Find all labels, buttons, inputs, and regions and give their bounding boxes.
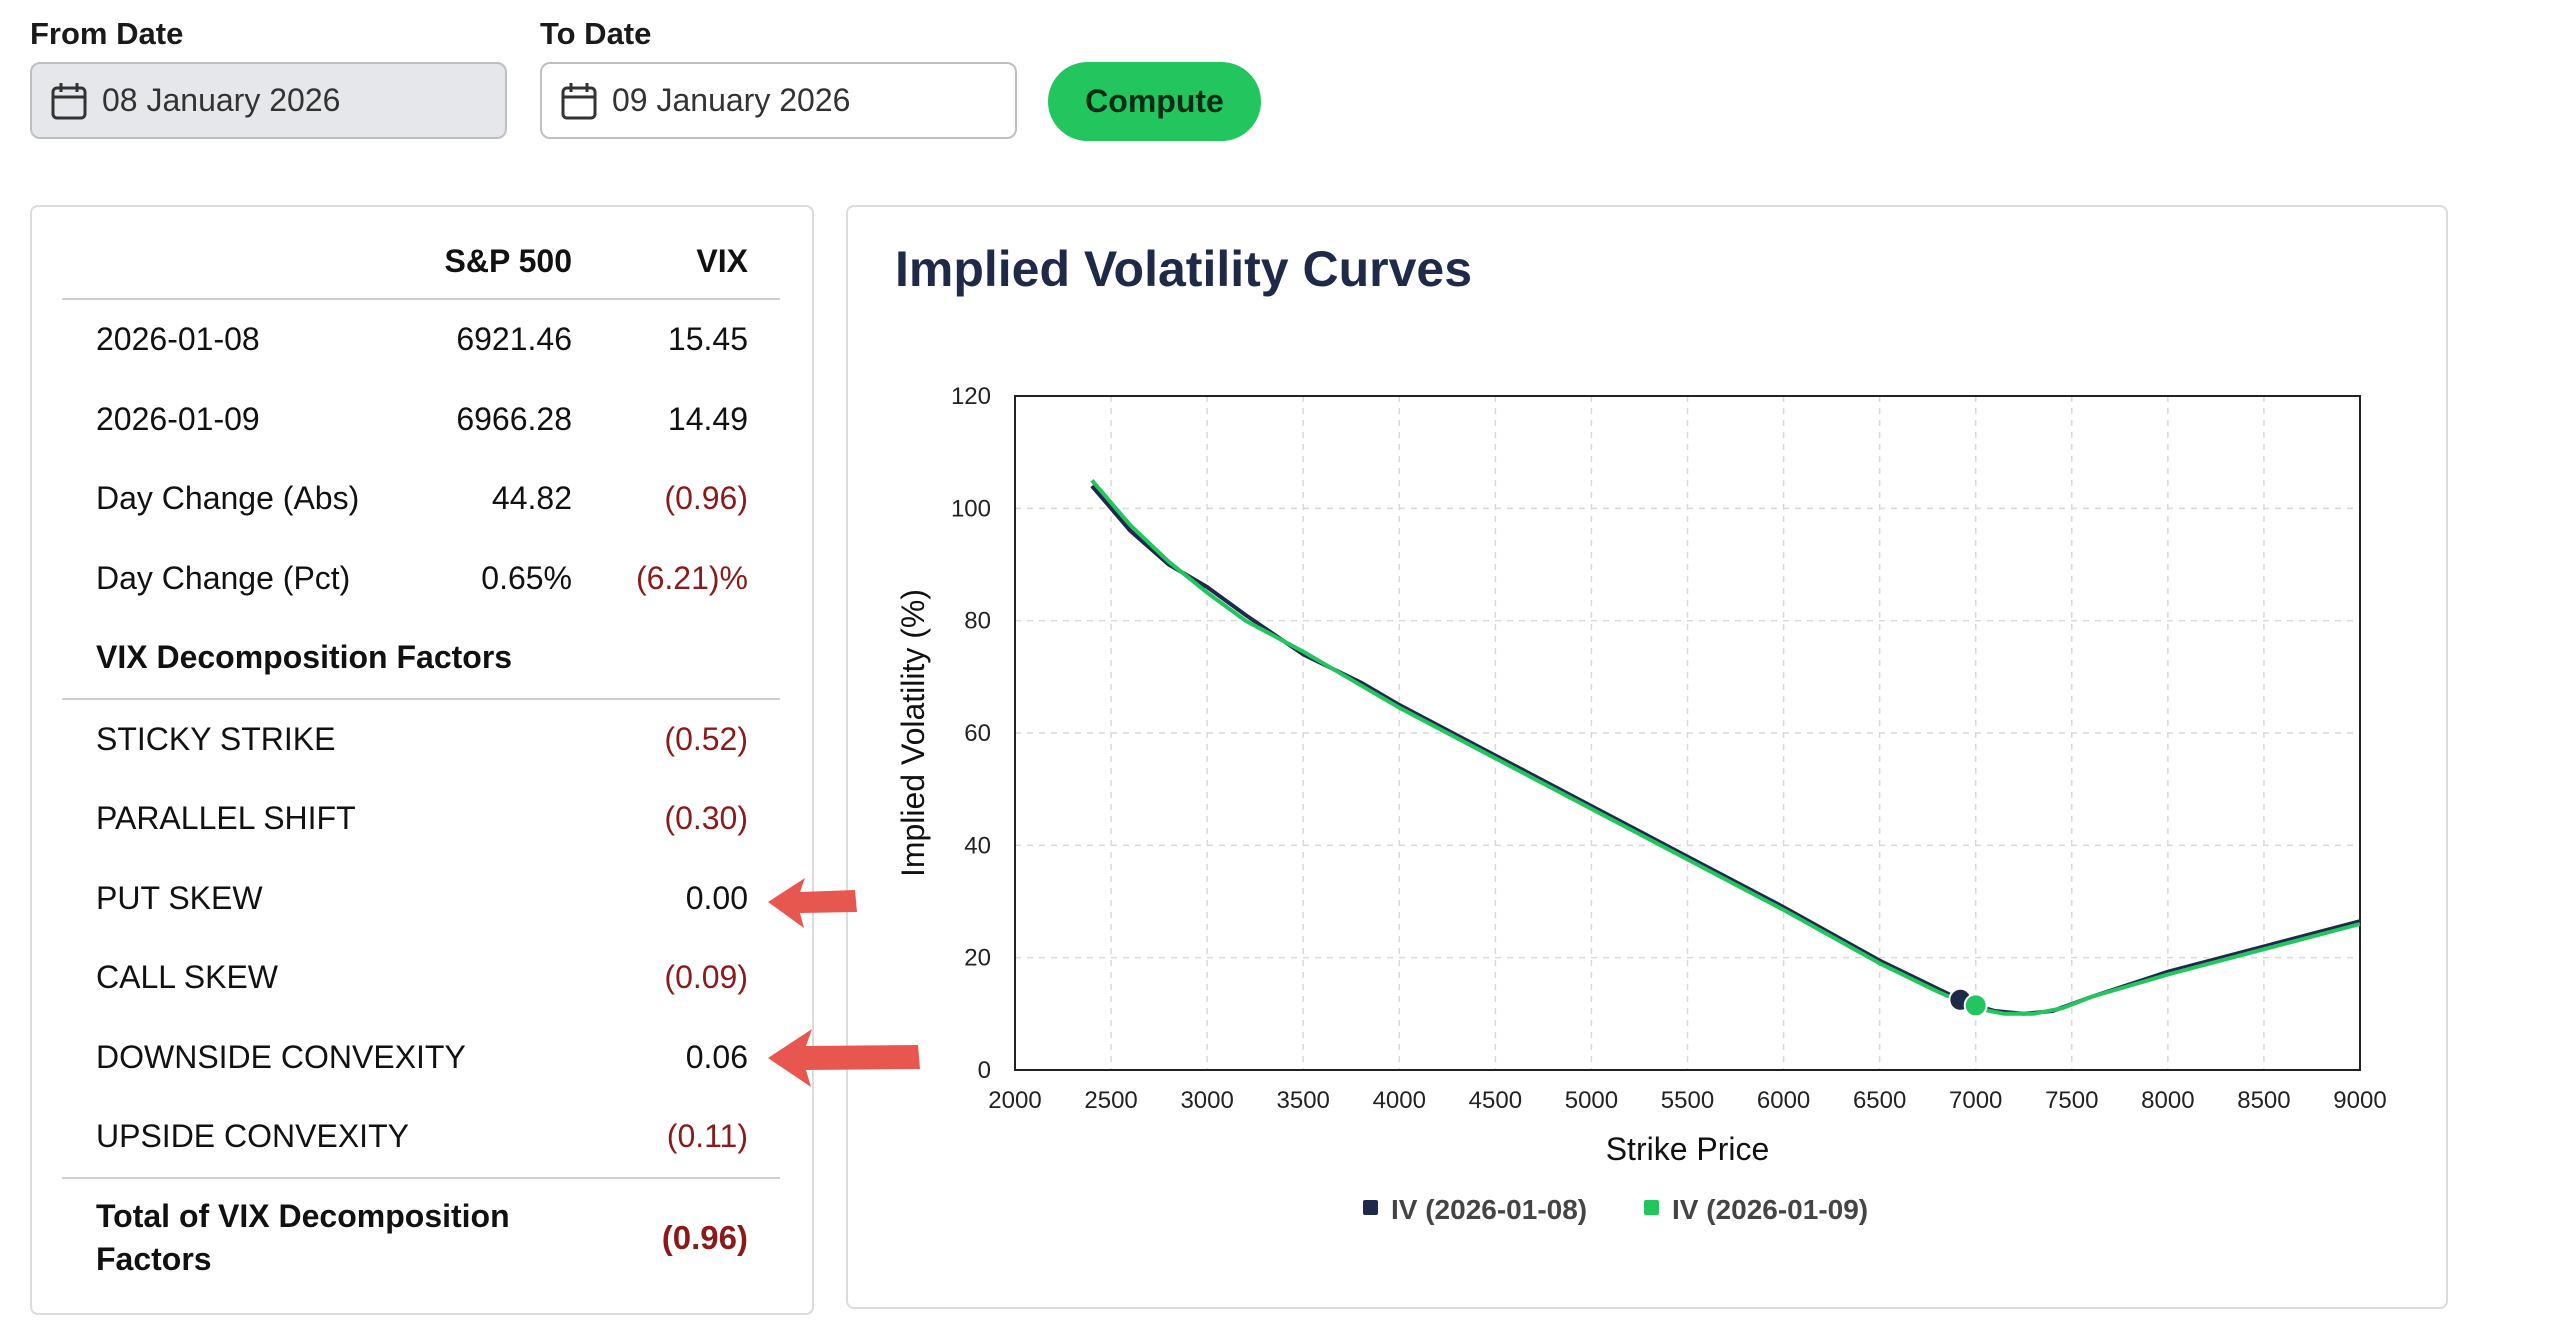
calendar-icon bbox=[561, 82, 597, 119]
x-tick-label: 6500 bbox=[1853, 1087, 1906, 1114]
x-tick-label: 8000 bbox=[2141, 1087, 2194, 1114]
y-tick-label: 100 bbox=[951, 495, 991, 522]
total-row: Total of VIX Decomposition Factors (0.96… bbox=[62, 1176, 780, 1297]
x-tick-label: 4500 bbox=[1469, 1087, 1522, 1114]
total-label-line2: Factors bbox=[96, 1240, 212, 1277]
y-tick-label: 120 bbox=[951, 383, 991, 410]
x-tick-label: 5500 bbox=[1661, 1087, 1714, 1114]
factor-label: UPSIDE CONVEXITY bbox=[96, 1118, 409, 1155]
y-tick-label: 60 bbox=[964, 720, 991, 747]
header-vix: VIX bbox=[572, 224, 780, 300]
table-row: Day Change (Pct) 0.65% (6.21)% bbox=[62, 539, 780, 619]
x-tick-label: 8500 bbox=[2237, 1087, 2290, 1114]
header-sp500: S&P 500 bbox=[397, 224, 572, 300]
x-tick-label: 9000 bbox=[2333, 1087, 2386, 1114]
y-axis-title: Implied Volatility (%) bbox=[895, 589, 931, 877]
factor-row: UPSIDE CONVEXITY (0.11) bbox=[62, 1097, 780, 1178]
row-label: 2026-01-09 bbox=[96, 400, 260, 437]
decomposition-panel bbox=[30, 205, 814, 1315]
row-vix-value: 14.49 bbox=[667, 400, 748, 437]
arrow-downside-convexity bbox=[768, 1029, 920, 1087]
legend-swatch-1 bbox=[1363, 1200, 1378, 1215]
row-vix-value: 15.45 bbox=[667, 321, 748, 358]
row-vix-value: (6.21)% bbox=[635, 559, 748, 596]
x-tick-label: 3500 bbox=[1277, 1087, 1330, 1114]
x-tick-label: 6000 bbox=[1757, 1087, 1810, 1114]
x-tick-label: 2500 bbox=[1084, 1087, 1137, 1114]
table-header-row: S&P 500 VIX bbox=[62, 224, 780, 300]
total-value: (0.96) bbox=[572, 1176, 780, 1297]
plot-frame bbox=[1014, 395, 2361, 1071]
factor-value: 0.00 bbox=[685, 879, 748, 916]
series-marker-2 bbox=[1963, 993, 1988, 1018]
from-date-value: 08 January 2026 bbox=[102, 82, 341, 118]
table-row: Day Change (Abs) 44.82 (0.96) bbox=[62, 459, 780, 539]
x-tick-label: 3000 bbox=[1180, 1087, 1233, 1114]
legend-label-1: IV (2026-01-08) bbox=[1391, 1194, 1587, 1225]
row-sp500-value: 6966.28 bbox=[456, 400, 572, 437]
y-tick-label: 80 bbox=[964, 608, 991, 635]
factor-value: (0.11) bbox=[666, 1118, 748, 1155]
factor-label: PUT SKEW bbox=[96, 879, 263, 916]
section-title-row: VIX Decomposition Factors bbox=[62, 618, 780, 700]
factor-label: CALL SKEW bbox=[96, 959, 278, 996]
legend-label-2: IV (2026-01-09) bbox=[1672, 1194, 1868, 1225]
factor-row: STICKY STRIKE (0.52) bbox=[62, 699, 780, 780]
factor-value: (0.09) bbox=[664, 959, 748, 996]
x-tick-label: 5000 bbox=[1565, 1087, 1618, 1114]
factor-row: PUT SKEW 0.00 bbox=[62, 859, 780, 939]
y-tick-label: 40 bbox=[964, 832, 991, 859]
legend-swatch-2 bbox=[1644, 1200, 1659, 1215]
series-line-2 bbox=[1090, 479, 2361, 1016]
factor-value: (0.52) bbox=[664, 720, 748, 757]
row-sp500-value: 0.65% bbox=[481, 559, 572, 596]
total-label: Total of VIX Decomposition Factors bbox=[62, 1176, 572, 1297]
from-date-input[interactable]: 08 January 2026 bbox=[30, 62, 507, 139]
row-label: Day Change (Pct) bbox=[96, 559, 351, 596]
row-label: 2026-01-08 bbox=[96, 321, 260, 358]
to-date-label: To Date bbox=[540, 16, 652, 51]
chart-panel bbox=[846, 205, 2448, 1309]
factor-value: 0.06 bbox=[685, 1038, 748, 1075]
compute-button[interactable]: Compute bbox=[1048, 62, 1261, 141]
factor-label: PARALLEL SHIFT bbox=[96, 800, 356, 837]
row-sp500-value: 6921.46 bbox=[456, 321, 572, 358]
header-blank bbox=[62, 224, 397, 300]
factor-label: STICKY STRIKE bbox=[96, 720, 336, 757]
to-date-input[interactable]: 09 January 2026 bbox=[540, 62, 1017, 139]
y-tick-label: 20 bbox=[964, 945, 991, 972]
y-tick-label: 0 bbox=[978, 1057, 991, 1084]
series-line-1 bbox=[1090, 484, 2361, 1016]
x-tick-label: 2000 bbox=[988, 1087, 1041, 1114]
calendar-icon bbox=[51, 82, 87, 119]
chart-title: Implied Volatility Curves bbox=[895, 241, 1473, 297]
table-row: 2026-01-08 6921.46 15.45 bbox=[62, 299, 780, 380]
x-tick-label: 7000 bbox=[1949, 1087, 2002, 1114]
total-label-line1: Total of VIX Decomposition bbox=[96, 1197, 510, 1234]
factor-row: DOWNSIDE CONVEXITY 0.06 bbox=[62, 1018, 780, 1098]
x-tick-label: 4000 bbox=[1373, 1087, 1426, 1114]
factor-label: DOWNSIDE CONVEXITY bbox=[96, 1038, 466, 1075]
x-axis-title: Strike Price bbox=[1606, 1131, 1770, 1167]
row-sp500-value: 44.82 bbox=[491, 480, 572, 517]
x-tick-label: 7500 bbox=[2045, 1087, 2098, 1114]
table-row: 2026-01-09 6966.28 14.49 bbox=[62, 380, 780, 460]
decomposition-table: S&P 500 VIX 2026-01-08 6921.46 15.45 202… bbox=[62, 224, 780, 1297]
chart-layer: 2000 2500 3000 3500 4000 4500 5000 5500 6000 6500… bbox=[895, 383, 2387, 1225]
arrow-put-skew bbox=[768, 878, 857, 928]
row-vix-value: (0.96) bbox=[664, 480, 748, 517]
factor-value: (0.30) bbox=[664, 800, 748, 837]
section-title: VIX Decomposition Factors bbox=[62, 618, 780, 700]
to-date-value: 09 January 2026 bbox=[612, 82, 851, 118]
factor-row: CALL SKEW (0.09) bbox=[62, 938, 780, 1018]
factor-row: PARALLEL SHIFT (0.30) bbox=[62, 779, 780, 859]
row-label: Day Change (Abs) bbox=[96, 480, 360, 517]
from-date-label: From Date bbox=[30, 16, 184, 51]
